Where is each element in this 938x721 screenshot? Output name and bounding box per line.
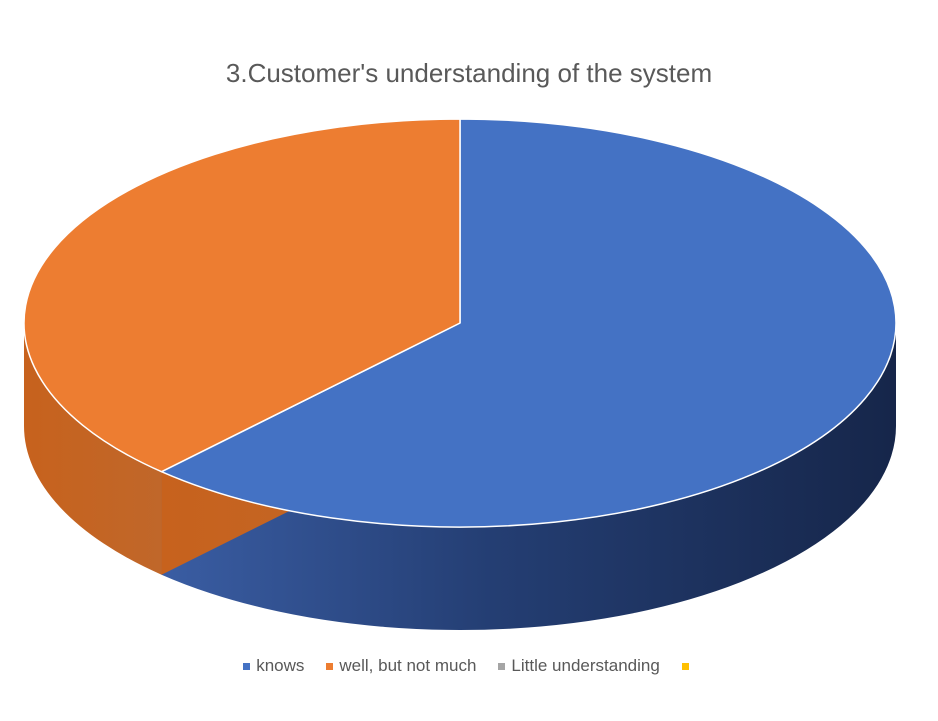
legend-swatch-little-understanding xyxy=(498,662,506,670)
chart-title: 3.Customer's understanding of the system xyxy=(225,58,713,88)
legend-label-knows: knows xyxy=(256,656,305,675)
legend-item-knows[interactable]: knows xyxy=(243,656,304,676)
pie-tops xyxy=(23,118,897,528)
pie-slice-well-but-not-much[interactable] xyxy=(23,118,461,473)
legend-label-well-but-not-much: well, but not much xyxy=(339,656,477,675)
legend-swatch-well-but-not-much xyxy=(326,662,334,670)
pie-side-well-but-not-much xyxy=(24,323,162,575)
legend-item-little-understanding[interactable]: Little understanding xyxy=(498,656,660,676)
legend-item-unlabeled[interactable] xyxy=(681,662,695,670)
legend-label-little-understanding: Little understanding xyxy=(511,656,660,675)
legend-swatch-unlabeled xyxy=(681,662,689,670)
pie-slice-knows[interactable] xyxy=(160,118,897,528)
legend-swatch-knows xyxy=(243,662,251,670)
legend: knows well, but not much Little understa… xyxy=(0,656,938,676)
pie-side-knows xyxy=(161,323,897,630)
legend-item-well-but-not-much[interactable]: well, but not much xyxy=(326,656,476,676)
